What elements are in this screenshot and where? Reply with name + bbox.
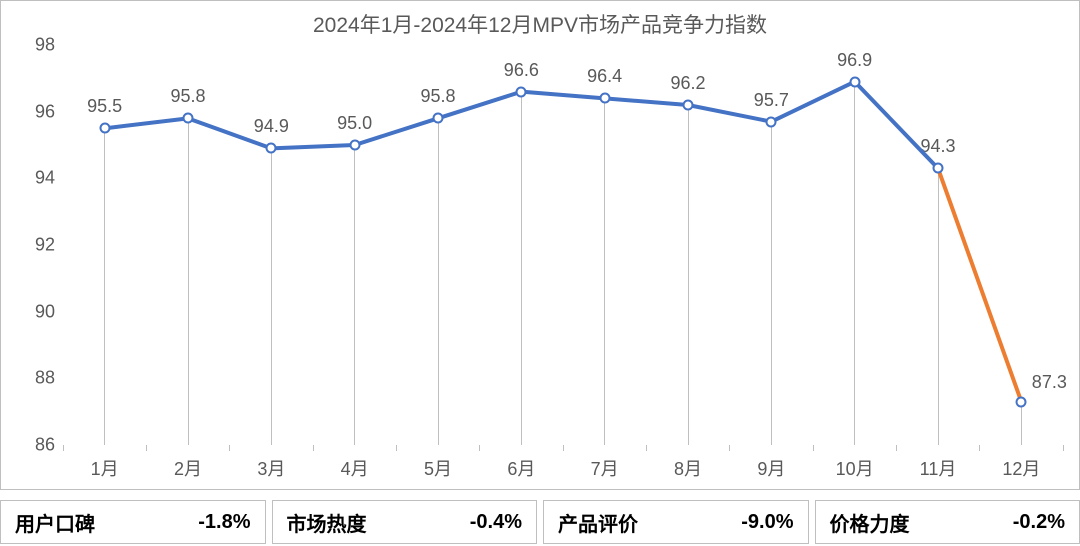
y-tick-label: 92: [5, 235, 55, 256]
y-tick-label: 96: [5, 101, 55, 122]
x-tick-label: 1月: [91, 455, 119, 481]
data-marker: [183, 113, 194, 124]
x-tick-label: 7月: [591, 455, 619, 481]
line-segment: [688, 105, 771, 122]
metric-cell: 市场热度 -0.4%: [272, 500, 538, 544]
y-tick-label: 98: [5, 35, 55, 56]
x-axis: 1月 2月 3月 4月 5月 6月 7月 8月 9月 10月 11月 12月: [63, 449, 1063, 479]
metric-label: 价格力度: [830, 508, 910, 537]
data-marker: [433, 113, 444, 124]
metric-value: -9.0%: [741, 511, 793, 534]
y-tick-label: 90: [5, 301, 55, 322]
chart-container: 2024年1月-2024年12月MPV市场产品竞争力指数 86 88 90 92 94 9…: [0, 0, 1080, 490]
data-marker: [683, 100, 694, 111]
line-segment: [355, 118, 438, 145]
data-marker: [766, 116, 777, 127]
y-tick-label: 86: [5, 435, 55, 456]
line-segment: [188, 118, 271, 148]
x-tick-label: 3月: [257, 455, 285, 481]
data-marker: [1016, 396, 1027, 407]
metric-label: 用户口碑: [15, 508, 95, 537]
plot-area: 95.595.894.995.095.896.696.496.295.796.9…: [63, 45, 1063, 445]
metric-value: -0.4%: [470, 511, 522, 534]
data-marker: [266, 143, 277, 154]
line-segment: [855, 82, 938, 169]
line-segment: [105, 118, 188, 128]
y-tick-label: 88: [5, 368, 55, 389]
metric-value: -0.2%: [1013, 511, 1065, 534]
data-marker: [349, 140, 360, 151]
metric-cell: 价格力度 -0.2%: [815, 500, 1080, 544]
x-tick-label: 10月: [836, 455, 874, 481]
x-tick-label: 5月: [424, 455, 452, 481]
line-segment: [771, 82, 854, 122]
metric-cell: 用户口碑 -1.8%: [0, 500, 266, 544]
line-segment: [438, 92, 521, 119]
chart-title: 2024年1月-2024年12月MPV市场产品竞争力指数: [1, 9, 1079, 39]
line-series: [63, 45, 1063, 445]
x-tick-label: 8月: [674, 455, 702, 481]
data-marker: [849, 76, 860, 87]
y-tick-label: 94: [5, 168, 55, 189]
data-marker: [599, 93, 610, 104]
line-segment: [605, 98, 688, 105]
line-segment: [271, 145, 354, 148]
y-axis: 86889092949698: [1, 45, 55, 445]
x-tick-label: 4月: [341, 455, 369, 481]
line-segment: [938, 168, 1021, 401]
x-tick-label: 6月: [507, 455, 535, 481]
x-tick-label: 2月: [174, 455, 202, 481]
data-marker: [516, 86, 527, 97]
x-tick-label: 9月: [757, 455, 785, 481]
metric-label: 产品评价: [558, 508, 638, 537]
x-tick-label: 12月: [1002, 455, 1040, 481]
line-segment: [521, 92, 604, 99]
data-marker: [99, 123, 110, 134]
x-tick-label: 11月: [920, 455, 957, 481]
metric-cell: 产品评价 -9.0%: [543, 500, 809, 544]
metric-value: -1.8%: [198, 511, 250, 534]
metrics-row: 用户口碑 -1.8% 市场热度 -0.4% 产品评价 -9.0% 价格力度 -0.2%: [0, 500, 1080, 544]
metric-label: 市场热度: [287, 508, 367, 537]
data-marker: [933, 163, 944, 174]
